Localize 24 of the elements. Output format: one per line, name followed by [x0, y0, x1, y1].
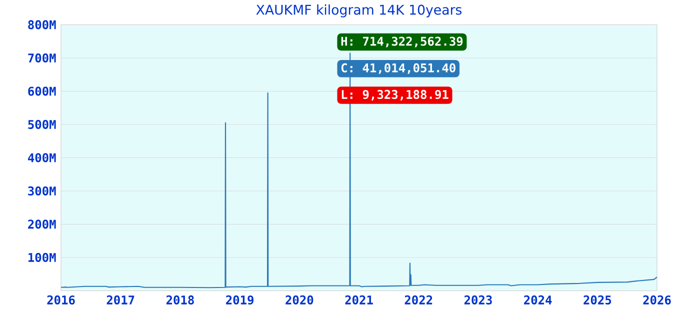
- y-tick-label: 800M: [28, 20, 56, 30]
- y-tick-label: 600M: [28, 86, 56, 96]
- annotation: C: 41,014,051.40: [341, 63, 456, 74]
- y-tick-label: 700M: [28, 54, 56, 63]
- y-tick-label: 100M: [28, 253, 56, 262]
- x-tick-label: 2017: [106, 296, 134, 305]
- chart-title: XAUKMF kilogram 14K 10years: [256, 4, 462, 18]
- x-tick-label: 2019: [226, 296, 254, 305]
- y-tick-label: 300M: [28, 186, 56, 196]
- line-series: [61, 52, 658, 288]
- x-tick-label: 2025: [584, 296, 612, 305]
- x-tick-label: 2026: [643, 296, 671, 305]
- x-tick-label: 2018: [166, 296, 194, 305]
- x-tick-label: 2024: [524, 296, 552, 305]
- annotation: H: 714,322,562.39: [341, 36, 463, 48]
- annotation: L: 9,323,188.91: [342, 90, 448, 101]
- x-tick-label: 2023: [464, 296, 492, 305]
- x-tick-label: 2016: [47, 296, 75, 305]
- y-tick-label: 500M: [28, 120, 56, 130]
- x-tick-label: 2021: [345, 296, 373, 305]
- y-tick-label: 400M: [28, 153, 56, 162]
- y-tick-label: 200M: [28, 220, 56, 229]
- x-tick-label: 2022: [404, 296, 432, 305]
- x-tick-label: 2020: [286, 296, 314, 305]
